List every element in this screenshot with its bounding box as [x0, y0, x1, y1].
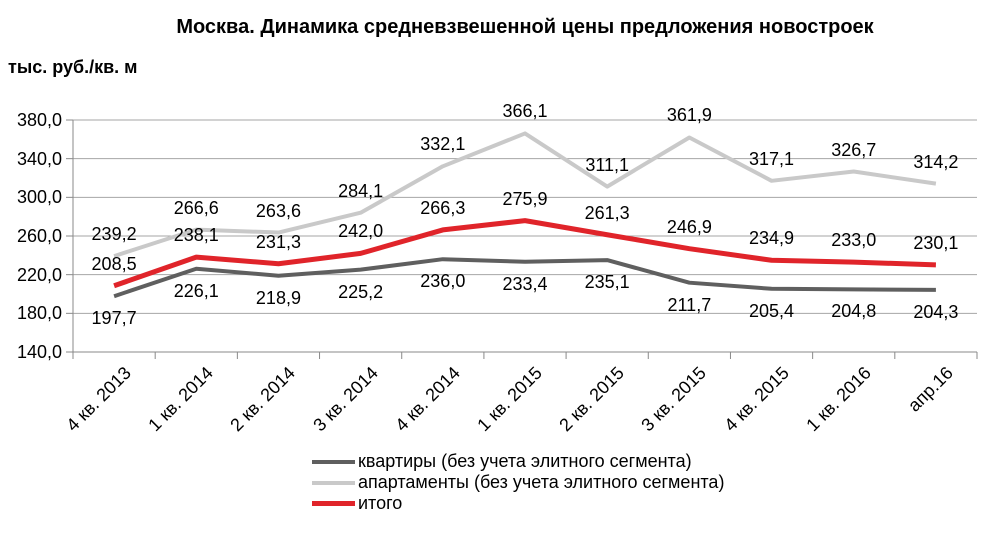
data-label: 234,9 — [749, 228, 795, 249]
data-label: 366,1 — [502, 101, 548, 122]
chart-title: Москва. Динамика средневзвешенной цены п… — [176, 16, 874, 38]
data-label: 236,0 — [420, 271, 466, 292]
data-label: 208,5 — [91, 253, 137, 274]
y-axis-tick-label: 380,0 — [16, 110, 62, 130]
y-axis-tick-label: 260,0 — [16, 226, 62, 246]
data-label: 233,4 — [502, 273, 548, 294]
legend-swatch-apartamenty — [312, 480, 355, 485]
data-label: 218,9 — [255, 287, 301, 308]
data-label: 284,1 — [338, 180, 384, 201]
data-label: 239,2 — [91, 224, 137, 245]
data-label: 332,1 — [420, 134, 466, 155]
legend-label-apartamenty: апартаменты (без учета элитного сегмента… — [358, 472, 725, 492]
data-label: 204,8 — [831, 301, 877, 322]
y-axis-tick-label: 140,0 — [16, 342, 62, 362]
data-label: 314,2 — [913, 151, 959, 172]
data-label: 235,1 — [584, 272, 630, 293]
legend: квартиры (без учета элитного сегмента) а… — [312, 451, 724, 514]
data-label: 326,7 — [831, 139, 877, 160]
data-label: 311,1 — [585, 154, 630, 175]
data-label: 361,9 — [666, 105, 712, 126]
legend-item-kvartiry: квартиры (без учета элитного сегмента) — [312, 451, 724, 472]
data-label: 275,9 — [502, 188, 548, 209]
data-label: 211,7 — [667, 294, 712, 315]
data-label: 261,3 — [584, 202, 630, 223]
data-label: 266,6 — [173, 197, 219, 218]
data-label: 242,0 — [338, 221, 384, 242]
data-label: 238,1 — [173, 225, 219, 246]
y-axis-tick-label: 300,0 — [16, 187, 62, 208]
legend-item-apartamenty: апартаменты (без учета элитного сегмента… — [312, 472, 724, 493]
y-axis-tick-label: 180,0 — [16, 303, 62, 324]
data-label: 263,6 — [255, 200, 301, 221]
data-label: 266,3 — [420, 197, 466, 218]
y-axis-unit-label: тыс. руб./кв. м — [8, 57, 138, 77]
data-label: 204,3 — [913, 301, 959, 322]
legend-label-itogo: итого — [358, 493, 403, 513]
legend-item-itogo: итого — [312, 493, 724, 514]
series-line-2 — [113, 218, 936, 289]
data-label: 317,1 — [749, 148, 795, 169]
legend-label-kvartiry: квартиры (без учета элитного сегмента) — [358, 451, 692, 471]
series-line-0 — [113, 257, 936, 299]
legend-swatch-kvartiry — [312, 459, 355, 464]
data-label: 233,0 — [831, 230, 877, 251]
data-label: 231,3 — [255, 231, 301, 252]
y-axis-tick-label: 220,0 — [16, 264, 62, 285]
data-label: 197,7 — [91, 308, 137, 329]
series-line-1 — [113, 131, 937, 259]
y-axis-tick-label: 340,0 — [16, 148, 62, 169]
data-label: 230,1 — [913, 232, 959, 253]
data-label: 225,2 — [338, 281, 384, 302]
data-label: 226,1 — [173, 280, 219, 301]
legend-swatch-itogo — [312, 501, 355, 506]
data-label: 205,4 — [749, 300, 795, 321]
data-label: 246,9 — [666, 216, 712, 237]
